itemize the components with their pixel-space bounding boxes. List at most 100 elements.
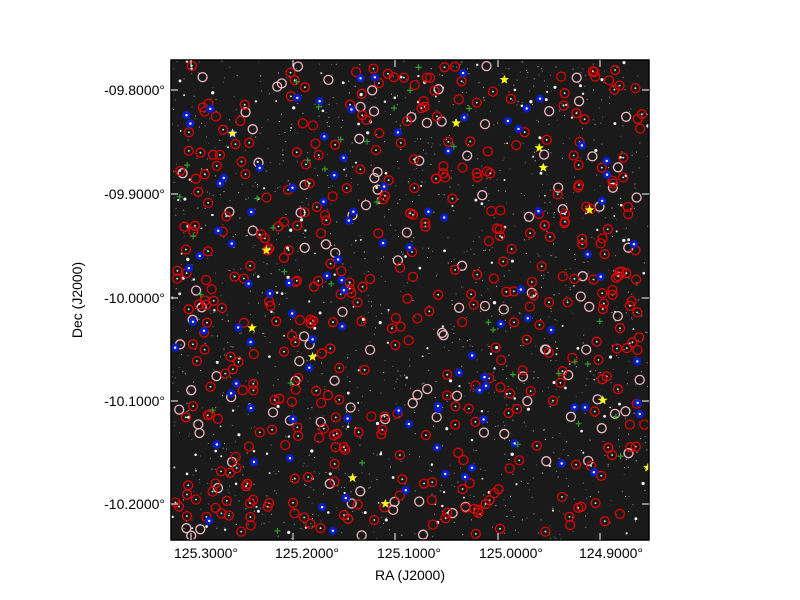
background-star xyxy=(625,496,627,497)
background-star xyxy=(253,483,255,485)
background-star xyxy=(535,144,537,146)
background-star xyxy=(213,312,215,313)
red-circle-marker xyxy=(596,470,607,481)
background-star xyxy=(314,353,317,356)
background-star xyxy=(282,154,284,156)
pink-circle-marker xyxy=(298,331,310,342)
background-star xyxy=(232,346,234,348)
background-star xyxy=(276,263,278,265)
red-circle-marker xyxy=(340,444,351,456)
red-circle-marker xyxy=(504,388,516,399)
red-circle-marker xyxy=(216,508,227,519)
red-circle-marker xyxy=(424,306,435,317)
background-star xyxy=(200,227,203,230)
background-star xyxy=(186,257,190,262)
background-star xyxy=(263,187,266,190)
background-star xyxy=(468,382,470,384)
background-star xyxy=(376,479,378,481)
blue-circle-star xyxy=(573,406,576,409)
pink-circle-marker xyxy=(462,150,473,161)
background-star xyxy=(194,348,196,350)
background-star xyxy=(396,378,398,380)
background-star xyxy=(524,162,526,164)
red-circle-star xyxy=(559,381,562,384)
background-star xyxy=(429,469,431,471)
background-star xyxy=(523,421,525,423)
blue-circle-star xyxy=(586,253,589,256)
background-star xyxy=(641,315,643,317)
background-star xyxy=(290,319,291,320)
background-star xyxy=(397,202,399,204)
background-star xyxy=(427,257,429,258)
background-star xyxy=(567,455,569,457)
red-circle-star xyxy=(290,95,292,98)
background-star xyxy=(401,534,403,536)
background-star xyxy=(233,268,235,270)
background-star xyxy=(183,236,185,238)
background-star xyxy=(341,487,343,489)
background-star xyxy=(352,406,354,407)
background-star xyxy=(555,66,557,68)
background-star xyxy=(565,222,567,224)
background-star xyxy=(221,282,223,284)
background-star xyxy=(297,250,299,252)
red-circle-marker xyxy=(498,256,509,267)
background-star xyxy=(413,237,415,239)
red-circle-star xyxy=(572,154,575,157)
red-circle-star xyxy=(242,277,245,280)
background-star xyxy=(435,95,437,98)
red-circle-star xyxy=(525,338,528,341)
background-star xyxy=(388,310,389,312)
background-star xyxy=(405,376,408,379)
red-circle-marker xyxy=(172,273,183,284)
red-circle-marker xyxy=(325,258,336,269)
background-star xyxy=(471,346,473,347)
background-star xyxy=(505,392,508,396)
background-star xyxy=(189,433,191,435)
red-circle-star xyxy=(344,449,347,451)
background-star xyxy=(472,385,474,387)
red-circle-marker xyxy=(517,365,528,376)
red-circle-star xyxy=(185,248,187,251)
background-star xyxy=(625,418,626,420)
background-star xyxy=(261,523,263,525)
background-star xyxy=(237,433,241,437)
background-star xyxy=(607,465,609,467)
pink-circle-marker xyxy=(329,375,340,386)
red-circle-star xyxy=(603,253,606,256)
background-star xyxy=(562,513,564,515)
background-star xyxy=(243,466,245,468)
background-star xyxy=(636,284,638,286)
red-circle-marker xyxy=(558,100,569,111)
background-star xyxy=(359,235,361,237)
background-star xyxy=(622,77,624,79)
background-star xyxy=(432,535,434,537)
background-star xyxy=(646,332,648,334)
background-star xyxy=(501,473,503,475)
red-circle-marker xyxy=(618,172,629,183)
background-star xyxy=(256,160,259,164)
background-star xyxy=(616,344,617,346)
background-star xyxy=(320,520,322,522)
red-circle-star xyxy=(563,92,566,95)
background-star xyxy=(225,181,227,183)
background-star xyxy=(642,271,646,275)
pink-circle-marker xyxy=(453,302,465,313)
red-circle-star xyxy=(561,370,564,373)
red-circle-marker xyxy=(556,71,567,82)
background-star xyxy=(262,333,263,335)
red-circle-star xyxy=(221,307,223,309)
blue-circle-star xyxy=(311,338,314,341)
blue-circle-star xyxy=(404,489,407,492)
background-star xyxy=(431,146,433,148)
background-star xyxy=(359,64,361,66)
pink-circle-marker xyxy=(181,523,192,534)
red-circle-star xyxy=(199,151,202,154)
red-circle-marker xyxy=(274,393,285,404)
red-circle-marker xyxy=(457,483,468,495)
background-star xyxy=(387,507,389,509)
red-circle-star xyxy=(244,173,247,176)
background-star xyxy=(439,490,441,492)
background-star xyxy=(531,445,533,447)
background-star xyxy=(183,528,185,529)
